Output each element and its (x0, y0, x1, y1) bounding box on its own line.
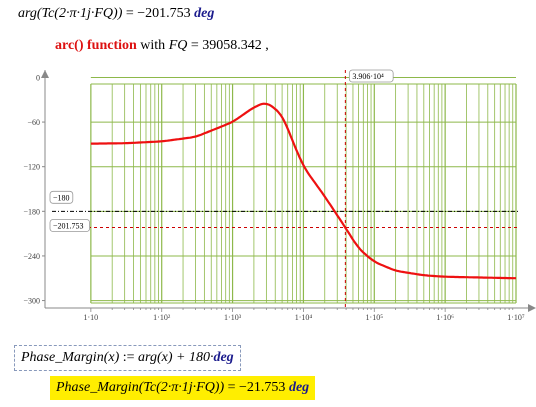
phase-marker-label[interactable]: −201.753 (49, 219, 90, 232)
chart-subtitle[interactable]: arc() function with FQ = 39058.342 , (55, 38, 269, 54)
phase-equation-lhs: arg(Tc(2·π·1j·FQ)) (18, 6, 123, 21)
phase-equation-value: −201.753 (137, 6, 191, 21)
x-tick-label: 1·10³ (224, 313, 242, 322)
x-axis-arrow (528, 304, 536, 312)
result-value: −21.753 (239, 380, 286, 395)
x-tick-label: 1·10² (153, 313, 171, 322)
minus180-marker-label-frame (49, 190, 74, 204)
phase-plot[interactable]: 0 −60 −120 −180 −240 −300 1·10 1·10² 1·10³ 1·10⁴ 1… (0, 62, 536, 332)
phase-equation-unit: deg (194, 6, 215, 21)
result-equals: = (227, 380, 236, 395)
result-unit: deg (288, 380, 310, 395)
subtitle-equals: = (190, 38, 199, 53)
plot-markers[interactable] (52, 70, 520, 308)
phase-curve (90, 102, 516, 280)
subtitle-function: arc() function (55, 38, 137, 53)
y-tick-label: −300 (23, 297, 40, 306)
y-tick-label: −120 (23, 163, 40, 172)
phase-equation-equals: = (125, 6, 134, 21)
plot-grid (90, 76, 517, 304)
subtitle-variable: FQ (168, 38, 188, 53)
y-tick-label: 0 (36, 73, 40, 82)
x-tick-label: 1·10 (84, 313, 99, 322)
subtitle-with: with (140, 38, 166, 53)
result-lhs: Phase_Margin(Tc(2·π·1j·FQ)) (56, 380, 225, 395)
plot-curve-group (90, 102, 516, 280)
definition-unit: deg (213, 350, 234, 365)
subtitle-value: 39058.342 (202, 38, 262, 53)
y-axis-arrow (41, 70, 49, 78)
phase-margin-definition[interactable]: Phase_Margin(x) := arg(x) + 180·deg (14, 345, 241, 371)
frequency-marker-label-text: 3.906·10⁴ (352, 72, 384, 81)
x-tick-label: 1·10⁶ (436, 313, 454, 322)
phase-marker-label-text: −201.753 (53, 221, 84, 230)
definition-rhs: arg(x) + 180· (138, 350, 214, 365)
minus180-marker-label[interactable]: −180 (49, 190, 74, 204)
x-tick-label: 1·10⁴ (295, 313, 313, 322)
y-tick-label: −180 (23, 207, 40, 216)
subtitle-comma: , (265, 38, 269, 53)
plot-tick-labels: 0 −60 −120 −180 −240 −300 1·10 1·10² 1·10³ 1·10⁴ 1… (23, 73, 524, 322)
plot-marker-labels[interactable]: 3.906·10⁴ −180 −201.753 (49, 69, 394, 232)
x-tick-label: 1·10⁵ (366, 313, 384, 322)
phase-equation[interactable]: arg(Tc(2·π·1j·FQ)) = −201.753 deg (18, 6, 214, 22)
phase-margin-result[interactable]: Phase_Margin(Tc(2·π·1j·FQ)) = −21.753 de… (50, 376, 316, 400)
definition-lhs: Phase_Margin(x) (21, 350, 120, 365)
x-tick-label: 1·10⁷ (507, 313, 525, 322)
frequency-marker-label-frame (348, 69, 394, 83)
frequency-marker-label[interactable]: 3.906·10⁴ (348, 69, 394, 83)
phase-marker-label-frame (49, 219, 90, 232)
plot-axes (41, 70, 536, 312)
definition-assign: := (122, 350, 135, 365)
y-tick-label: −60 (27, 118, 40, 127)
minus180-marker-label-text: −180 (53, 193, 70, 202)
y-tick-label: −240 (23, 252, 40, 261)
